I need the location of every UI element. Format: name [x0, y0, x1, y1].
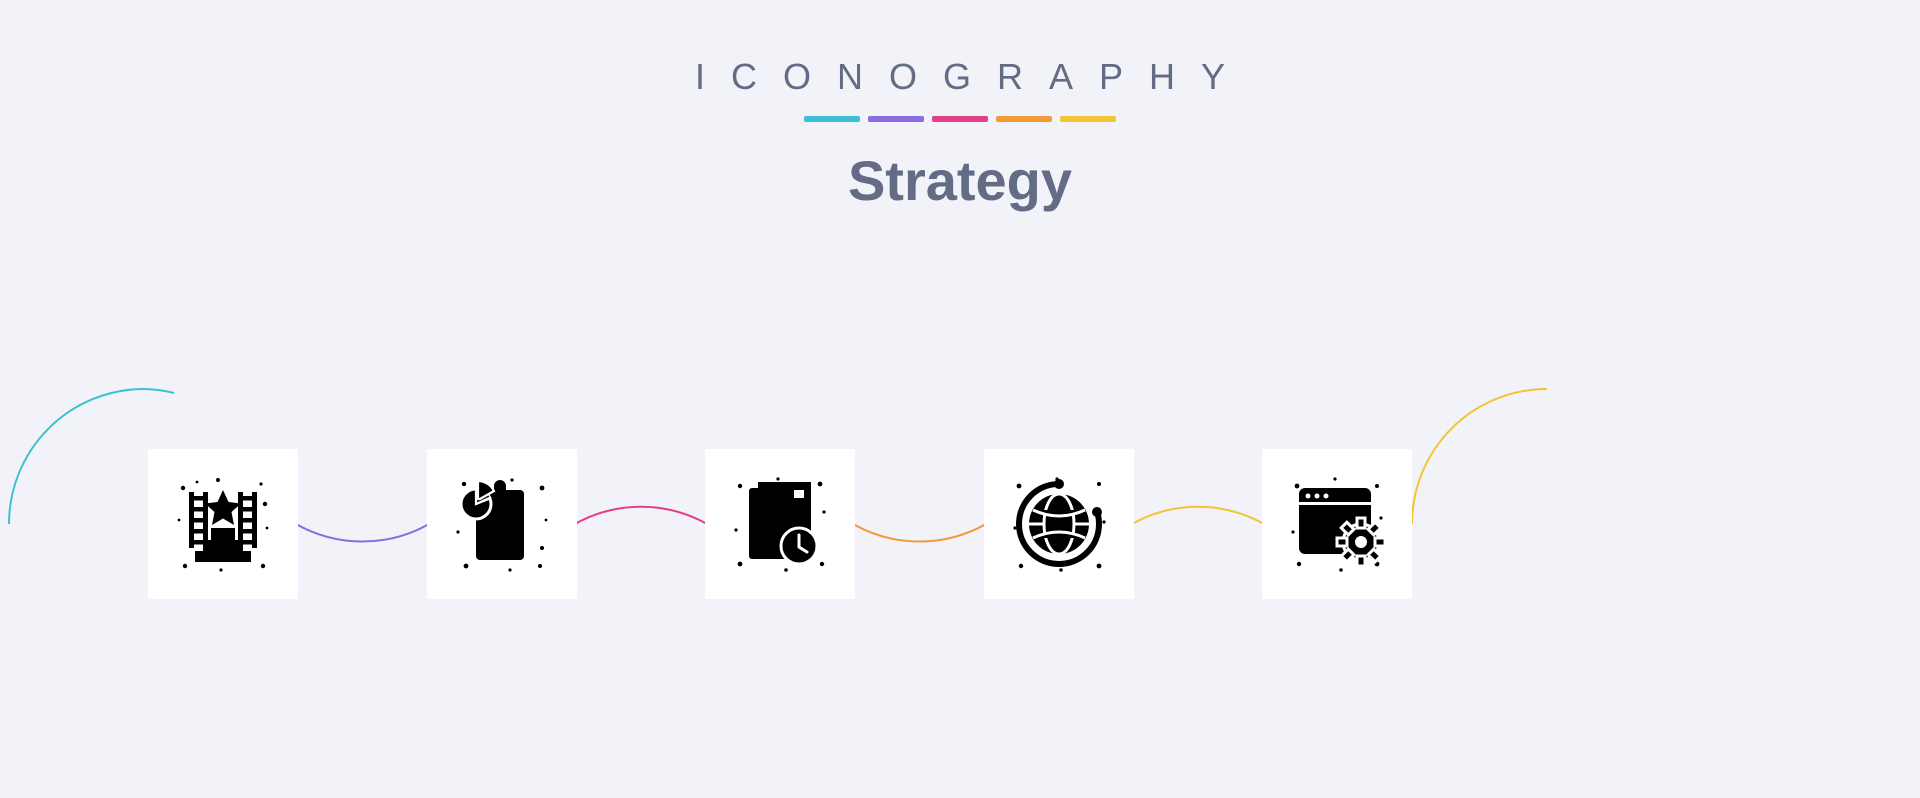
checklist-time-icon: [730, 474, 830, 574]
icon-card-0: [148, 449, 298, 599]
globe-icon: [1009, 474, 1109, 574]
icon-card-4: [1262, 449, 1412, 599]
icon-card-3: [984, 449, 1134, 599]
clipboard-pie-icon: [452, 474, 552, 574]
icon-card-2: [705, 449, 855, 599]
podium-ladders-star-icon: [173, 474, 273, 574]
browser-gear-icon: [1287, 474, 1387, 574]
stage: [0, 0, 1920, 798]
icon-card-1: [427, 449, 577, 599]
connector-arcs: [0, 0, 1920, 798]
